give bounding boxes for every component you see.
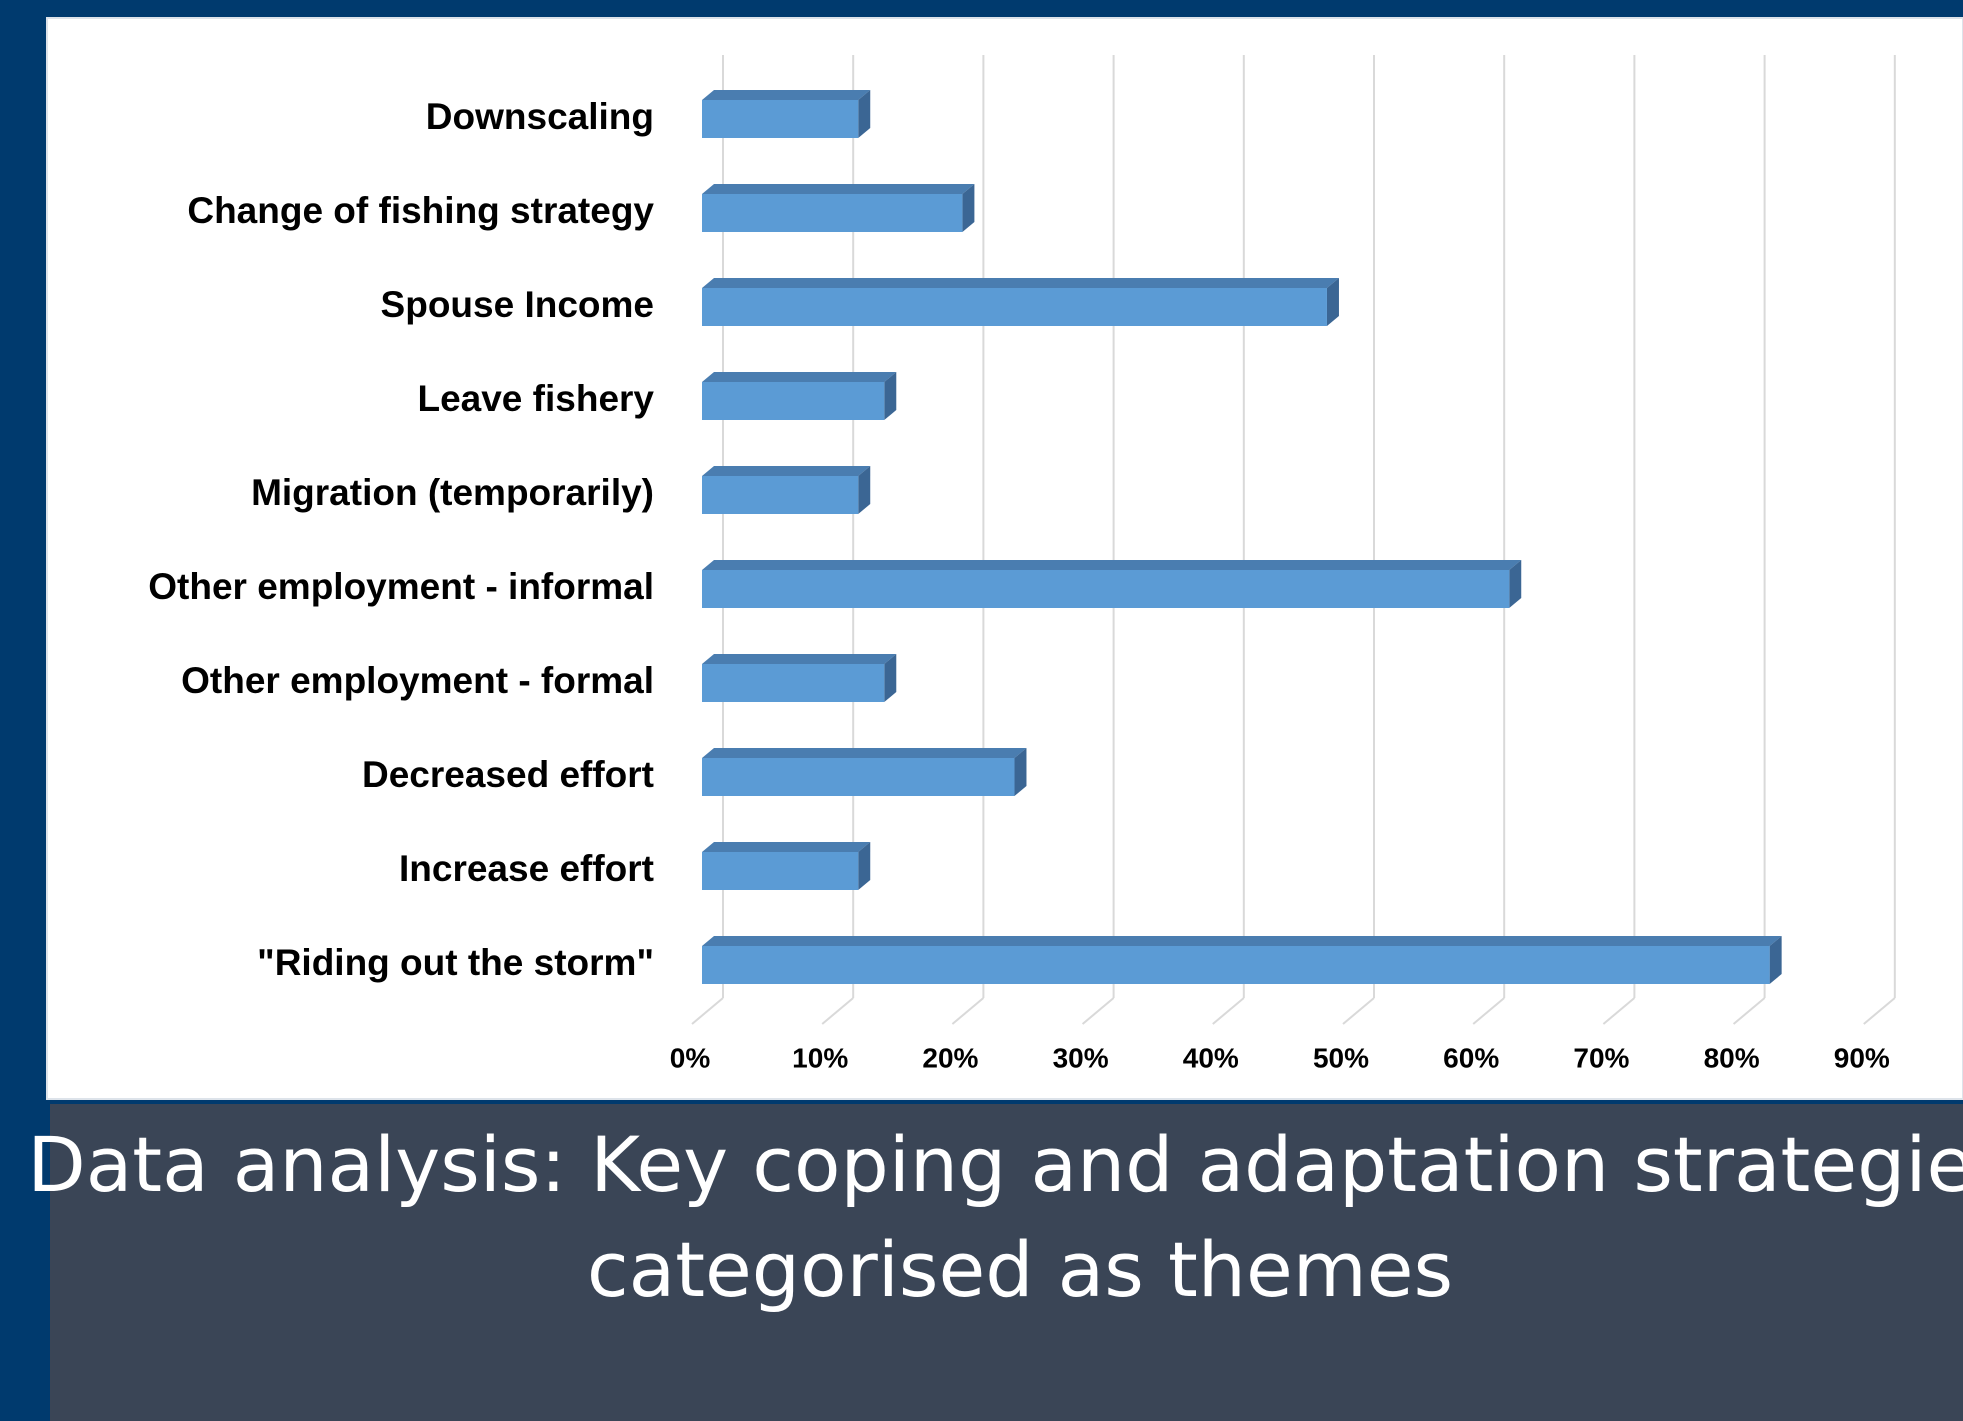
category-label: Leave fishery — [417, 378, 654, 419]
bar-side — [962, 184, 975, 232]
x-tick-label: 60% — [1443, 1042, 1499, 1073]
x-tick-label: 80% — [1704, 1042, 1760, 1073]
category-label: Spouse Income — [381, 284, 654, 325]
floor-tick — [1863, 997, 1896, 1025]
title-box — [50, 1104, 1963, 1421]
slide-title: Data analysis: Key coping and adaptation… — [27, 1120, 1963, 1209]
bar-side — [1509, 560, 1522, 608]
bar-front — [702, 946, 1770, 984]
x-tick-label: 40% — [1183, 1042, 1239, 1073]
bar-front — [702, 664, 885, 702]
floor-tick — [1602, 997, 1636, 1025]
bar-side — [858, 90, 871, 138]
bar-front — [702, 100, 859, 138]
bar-side — [1326, 278, 1339, 326]
bar — [702, 748, 1027, 796]
bar-top — [702, 90, 871, 100]
bar — [702, 654, 897, 702]
x-tick-label: 10% — [792, 1042, 848, 1073]
floor-tick — [951, 997, 985, 1025]
bar — [702, 90, 871, 138]
bar-top — [702, 466, 871, 476]
bar-top — [702, 560, 1522, 570]
bar-side — [858, 466, 871, 514]
x-tick-label: 30% — [1053, 1042, 1109, 1073]
bar-front — [702, 194, 963, 232]
bar — [702, 936, 1782, 984]
floor-tick — [821, 997, 854, 1025]
bar-top — [702, 372, 897, 382]
x-tick-label: 20% — [922, 1042, 978, 1073]
floor-tick — [691, 997, 724, 1025]
bar-front — [702, 758, 1015, 796]
bar — [702, 278, 1339, 326]
floor-tick — [1732, 997, 1766, 1025]
x-tick-label: 0% — [670, 1042, 711, 1073]
category-label: Migration (temporarily) — [251, 472, 654, 513]
bar-top — [702, 654, 897, 664]
bar-front — [702, 476, 859, 514]
bar-top — [702, 748, 1027, 758]
category-label: Change of fishing strategy — [187, 190, 654, 231]
category-label: Downscaling — [426, 96, 654, 137]
floor-tick — [1472, 997, 1505, 1025]
category-label: Other employment - informal — [148, 566, 654, 607]
slide-title: categorised as themes — [587, 1225, 1453, 1314]
bar — [702, 560, 1522, 608]
floor-tick — [1212, 997, 1245, 1025]
bar-top — [702, 842, 871, 852]
bar-side — [884, 654, 897, 702]
bar-side — [884, 372, 897, 420]
bar — [702, 184, 975, 232]
category-label: Other employment - formal — [181, 660, 654, 701]
floor-tick — [1081, 997, 1115, 1025]
category-label: "Riding out the storm" — [257, 942, 654, 983]
bar — [702, 842, 871, 890]
bar-top — [702, 278, 1339, 288]
bar-side — [1014, 748, 1027, 796]
bar-side — [1769, 936, 1782, 984]
x-tick-label: 50% — [1313, 1042, 1369, 1073]
bar-front — [702, 570, 1510, 608]
bar-top — [702, 936, 1782, 946]
bar — [702, 372, 897, 420]
bar — [702, 466, 871, 514]
x-tick-label: 90% — [1834, 1042, 1890, 1073]
bar-side — [858, 842, 871, 890]
x-tick-label: 70% — [1573, 1042, 1629, 1073]
bar-top — [702, 184, 975, 194]
category-label: Increase effort — [399, 848, 654, 889]
floor-tick — [1342, 997, 1375, 1025]
category-label: Decreased effort — [362, 754, 654, 795]
chart-panel — [46, 17, 1963, 1100]
bar-front — [702, 382, 885, 420]
bar-front — [702, 852, 859, 890]
bar-front — [702, 288, 1327, 326]
